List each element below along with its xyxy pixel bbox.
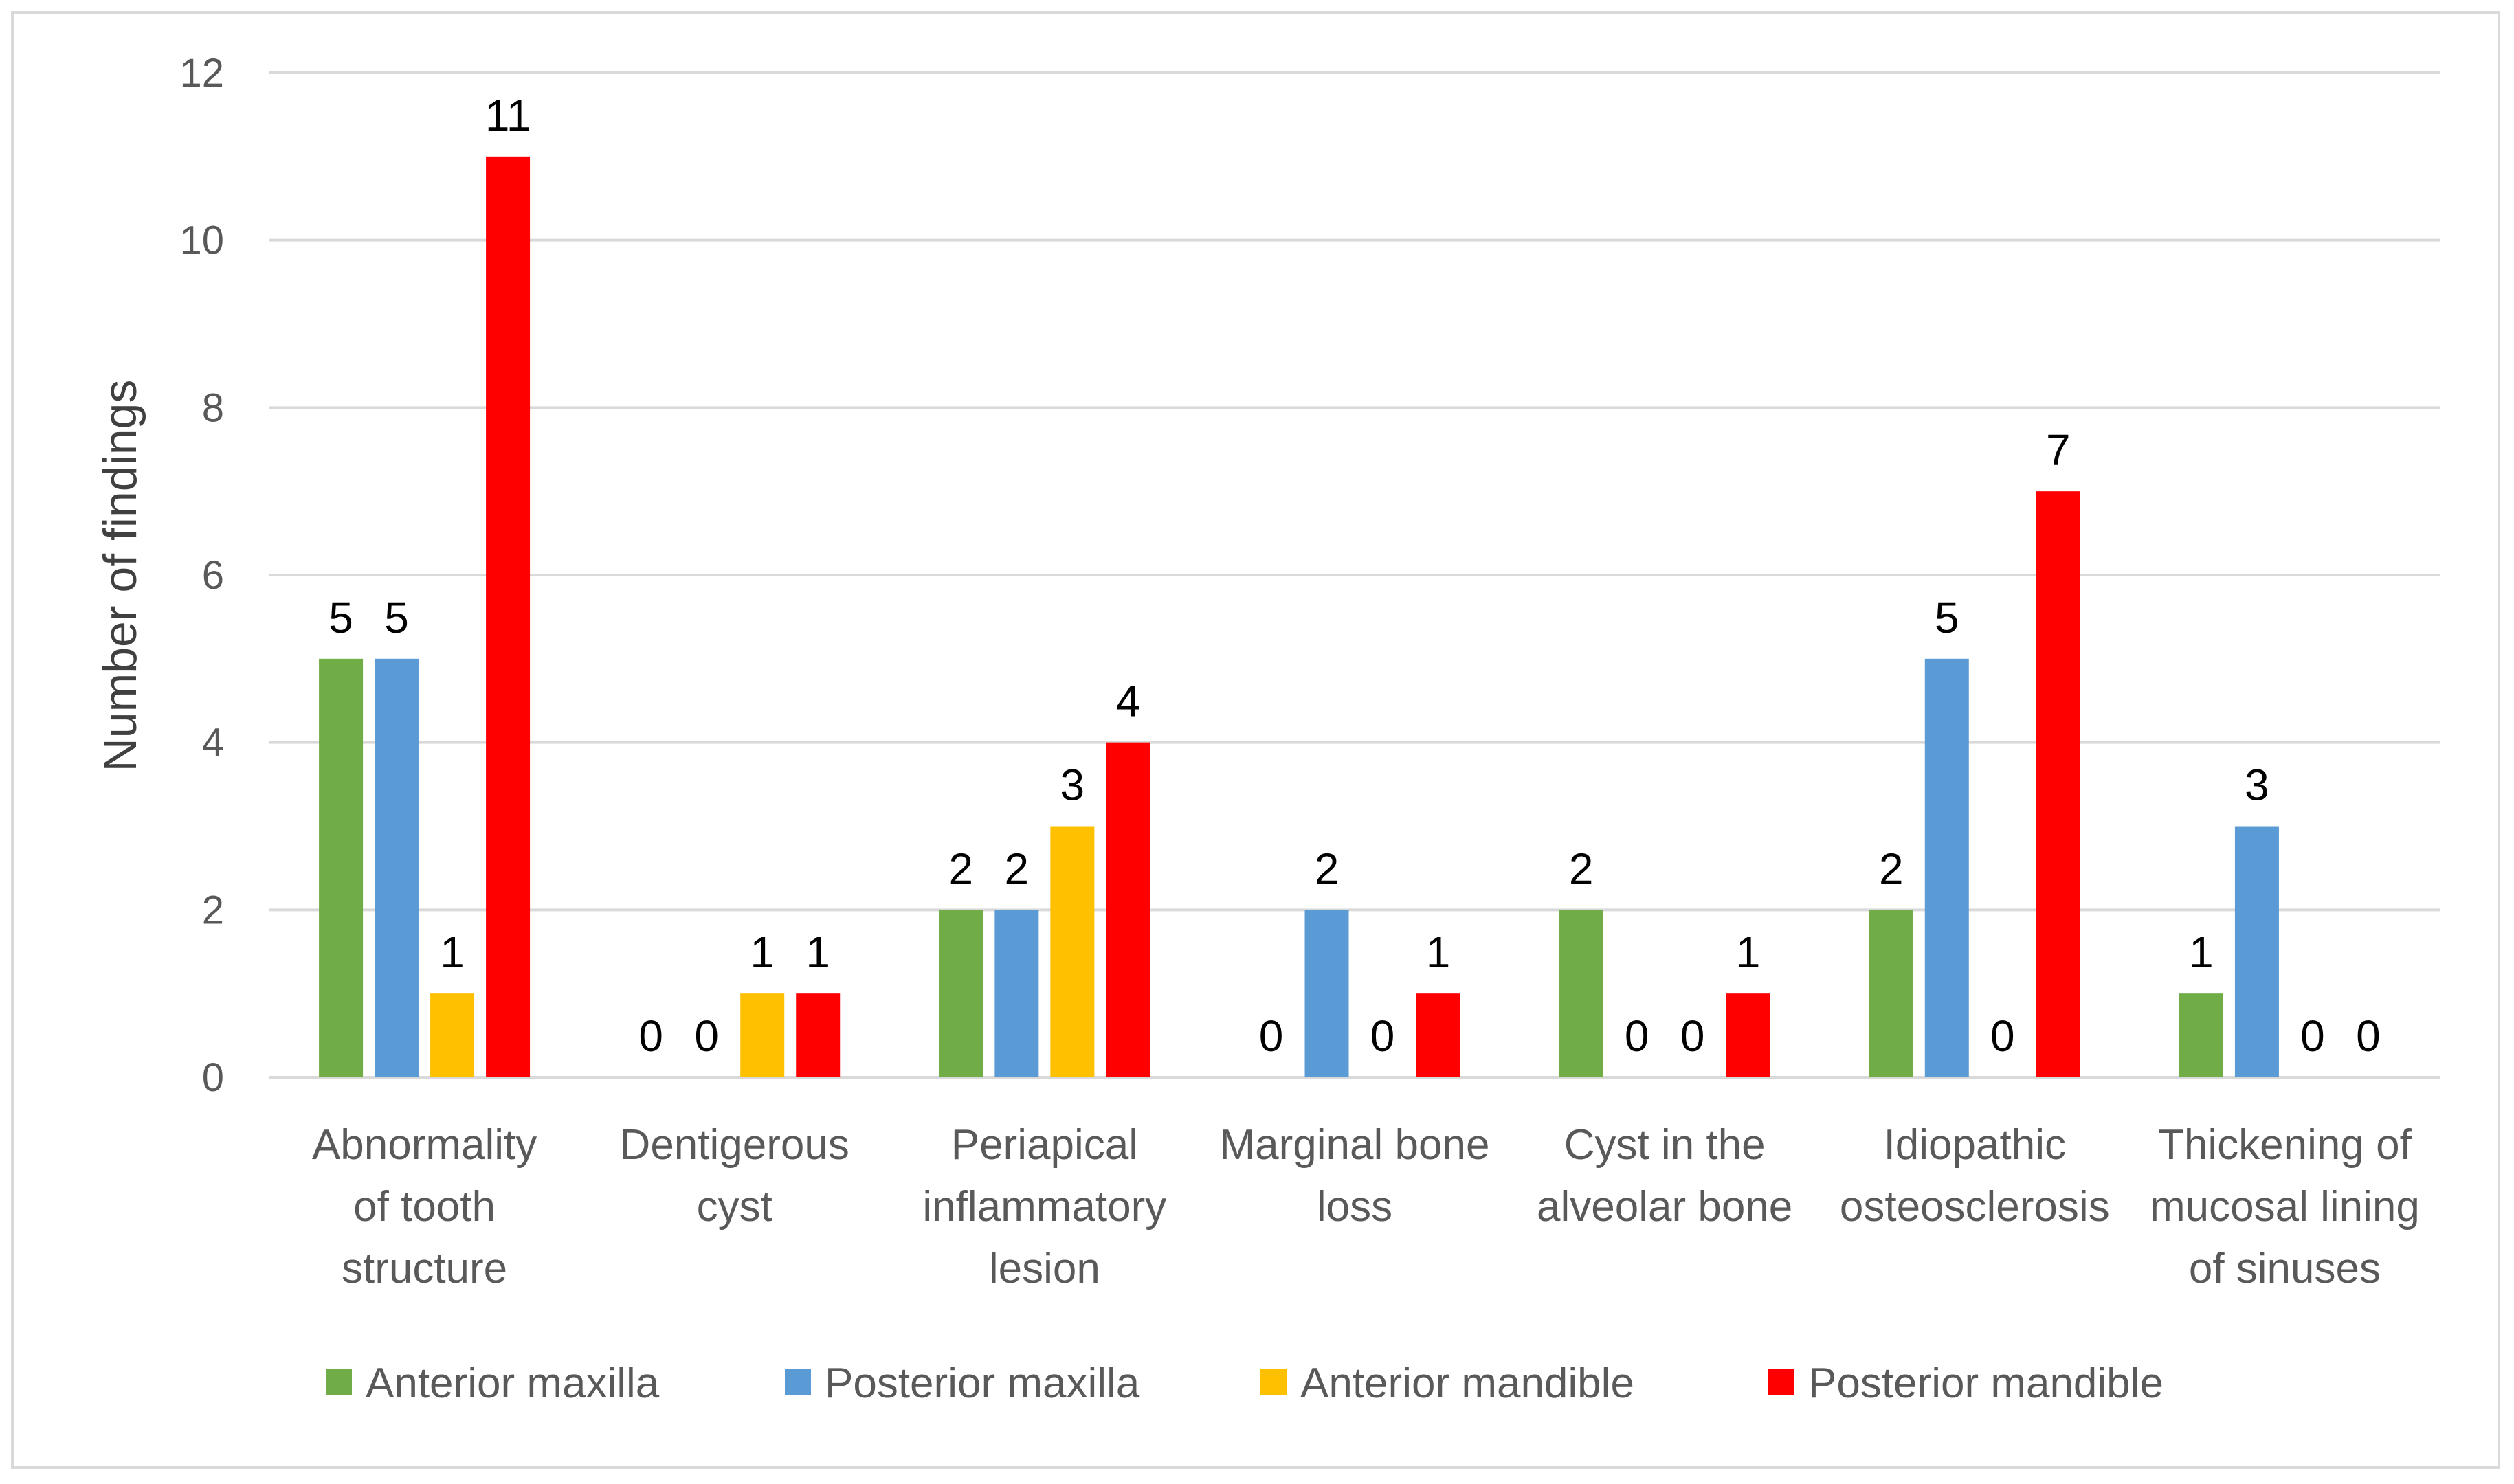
category-label-1: Dentigerous cyst	[620, 1121, 849, 1230]
data-label: 0	[638, 1011, 663, 1061]
category-label-6: Thickening of mucosal lining of sinuses	[2150, 1121, 2420, 1292]
legend-swatch-posterior-maxilla	[785, 1369, 811, 1395]
data-label: 1	[2189, 928, 2214, 977]
y-tick-label-6: 6	[202, 553, 224, 598]
x-axis-categories: Abnormality of tooth structure Dentigerous c…	[312, 1121, 2420, 1292]
bar-anterior-mandible-0	[430, 993, 475, 1077]
category-label-2: Periapical inflammatory lesion	[922, 1121, 1166, 1292]
y-tick-label-0: 0	[202, 1055, 224, 1100]
data-label: 2	[1569, 844, 1594, 893]
category-label-line: of sinuses	[2189, 1245, 2381, 1292]
legend-swatch-anterior-mandible	[1260, 1369, 1287, 1395]
legend-label-posterior-maxilla: Posterior maxilla	[825, 1360, 1140, 1407]
data-label: 2	[1315, 844, 1339, 893]
bar-anterior-mandible-2	[1050, 826, 1095, 1077]
category-label-line: cyst	[697, 1183, 772, 1230]
data-label: 1	[805, 928, 830, 977]
category-label-line: Dentigerous	[620, 1121, 849, 1169]
bar-anterior-maxilla-5	[1869, 910, 1913, 1077]
category-label-line: Thickening of	[2158, 1121, 2412, 1169]
data-label: 0	[1990, 1011, 2015, 1061]
data-label: 0	[1370, 1011, 1395, 1061]
y-tick-label-10: 10	[179, 218, 224, 263]
data-label: 4	[1116, 677, 1141, 726]
category-label-4: Cyst in the alveolar bone	[1537, 1121, 1792, 1230]
category-label-5: Idiopathic osteosclerosis	[1840, 1121, 2110, 1230]
data-label: 0	[1625, 1011, 1649, 1061]
legend-swatch-posterior-mandible	[1768, 1369, 1794, 1395]
category-label-line: lesion	[989, 1245, 1100, 1292]
category-label-line: Periapical	[951, 1121, 1138, 1169]
data-label: 0	[2300, 1011, 2325, 1061]
y-tick-label-2: 2	[202, 888, 224, 932]
bar-anterior-maxilla-4	[1559, 910, 1603, 1077]
bar-posterior-maxilla-0	[375, 658, 419, 1077]
chart-frame	[11, 11, 2500, 1469]
bar-anterior-maxilla-2	[939, 910, 983, 1077]
bar-anterior-mandible-1	[740, 993, 785, 1077]
data-label: 2	[1879, 844, 1904, 893]
legend: Anterior maxilla Posterior maxilla Anterio…	[326, 1360, 2163, 1407]
bar-posterior-mandible-1	[796, 993, 841, 1077]
category-label-line: Idiopathic	[1884, 1121, 2066, 1169]
legend-label-anterior-mandible: Anterior mandible	[1300, 1360, 1634, 1407]
category-label-3: Marginal bone loss	[1220, 1121, 1490, 1230]
legend-swatch-anterior-maxilla	[326, 1369, 352, 1395]
legend-label-anterior-maxilla: Anterior maxilla	[366, 1360, 660, 1407]
category-label-line: loss	[1317, 1183, 1392, 1230]
data-label: 3	[1060, 761, 1085, 810]
category-label-0: Abnormality of tooth structure	[312, 1121, 537, 1292]
category-label-line: inflammatory	[922, 1183, 1166, 1230]
bar-posterior-mandible-2	[1106, 742, 1150, 1077]
data-label: 0	[1259, 1011, 1284, 1061]
bar-posterior-maxilla-3	[1304, 910, 1349, 1077]
bar-posterior-maxilla-5	[1924, 658, 1969, 1077]
bars	[319, 156, 2279, 1077]
data-label: 7	[2046, 425, 2071, 475]
category-label-line: osteosclerosis	[1840, 1183, 2110, 1230]
bar-anterior-maxilla-6	[2179, 993, 2223, 1077]
bar-posterior-maxilla-2	[994, 910, 1039, 1077]
data-label: 11	[485, 91, 531, 140]
data-label: 1	[440, 928, 465, 977]
y-tick-label-12: 12	[179, 51, 224, 95]
y-tick-label-8: 8	[202, 385, 224, 430]
data-label: 5	[384, 593, 409, 642]
category-label-line: mucosal lining	[2150, 1183, 2420, 1230]
category-label-line: alveolar bone	[1537, 1183, 1792, 1230]
data-label: 0	[1680, 1011, 1705, 1061]
category-label-line: Abnormality	[312, 1121, 537, 1169]
data-label: 5	[329, 593, 353, 642]
bar-posterior-mandible-5	[2036, 491, 2080, 1077]
data-label: 3	[2245, 761, 2269, 810]
data-label: 0	[2356, 1011, 2381, 1061]
y-axis-title: Number of findings	[94, 380, 146, 772]
gridlines	[269, 71, 2440, 1079]
legend-label-posterior-mandible: Posterior mandible	[1808, 1360, 2163, 1407]
category-label-line: Marginal bone	[1220, 1121, 1490, 1169]
y-axis-ticks: 0 2 4 6 8 10 12	[179, 51, 224, 1100]
bar-posterior-mandible-0	[486, 156, 531, 1077]
category-label-line: of tooth	[353, 1183, 496, 1230]
data-label: 1	[1736, 928, 1761, 977]
data-label: 0	[694, 1011, 719, 1061]
category-label-line: Cyst in the	[1564, 1121, 1766, 1169]
data-label: 1	[1426, 928, 1451, 977]
bar-posterior-mandible-3	[1416, 993, 1460, 1077]
bar-posterior-maxilla-6	[2234, 826, 2279, 1077]
bar-anterior-maxilla-0	[319, 658, 364, 1077]
data-label: 2	[1005, 844, 1030, 893]
y-tick-label-4: 4	[202, 721, 224, 765]
bar-posterior-mandible-4	[1726, 993, 1770, 1077]
category-label-line: structure	[342, 1245, 507, 1292]
data-label: 2	[949, 844, 974, 893]
data-label: 5	[1935, 593, 1959, 642]
data-label: 1	[750, 928, 775, 977]
